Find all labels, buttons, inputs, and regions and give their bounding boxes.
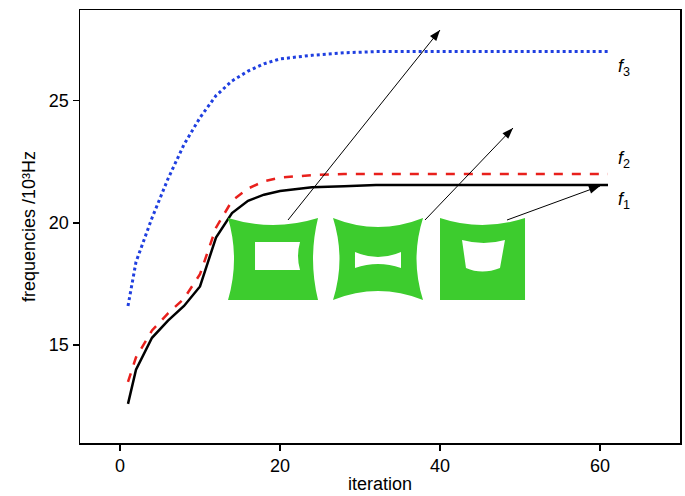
svg-text:20: 20 <box>270 456 290 476</box>
svg-text:20: 20 <box>49 213 69 233</box>
svg-text:15: 15 <box>49 335 69 355</box>
svg-text:40: 40 <box>430 456 450 476</box>
svg-text:0: 0 <box>115 456 125 476</box>
svg-text:frequencies /10³Hz: frequencies /10³Hz <box>19 151 39 302</box>
svg-text:f​1​: f​1​ <box>618 189 630 212</box>
svg-text:25: 25 <box>49 91 69 111</box>
svg-text:60: 60 <box>590 456 610 476</box>
svg-text:iteration: iteration <box>348 474 412 494</box>
svg-text:f​2​: f​2​ <box>618 148 630 171</box>
svg-text:f​3​: f​3​ <box>618 56 630 79</box>
